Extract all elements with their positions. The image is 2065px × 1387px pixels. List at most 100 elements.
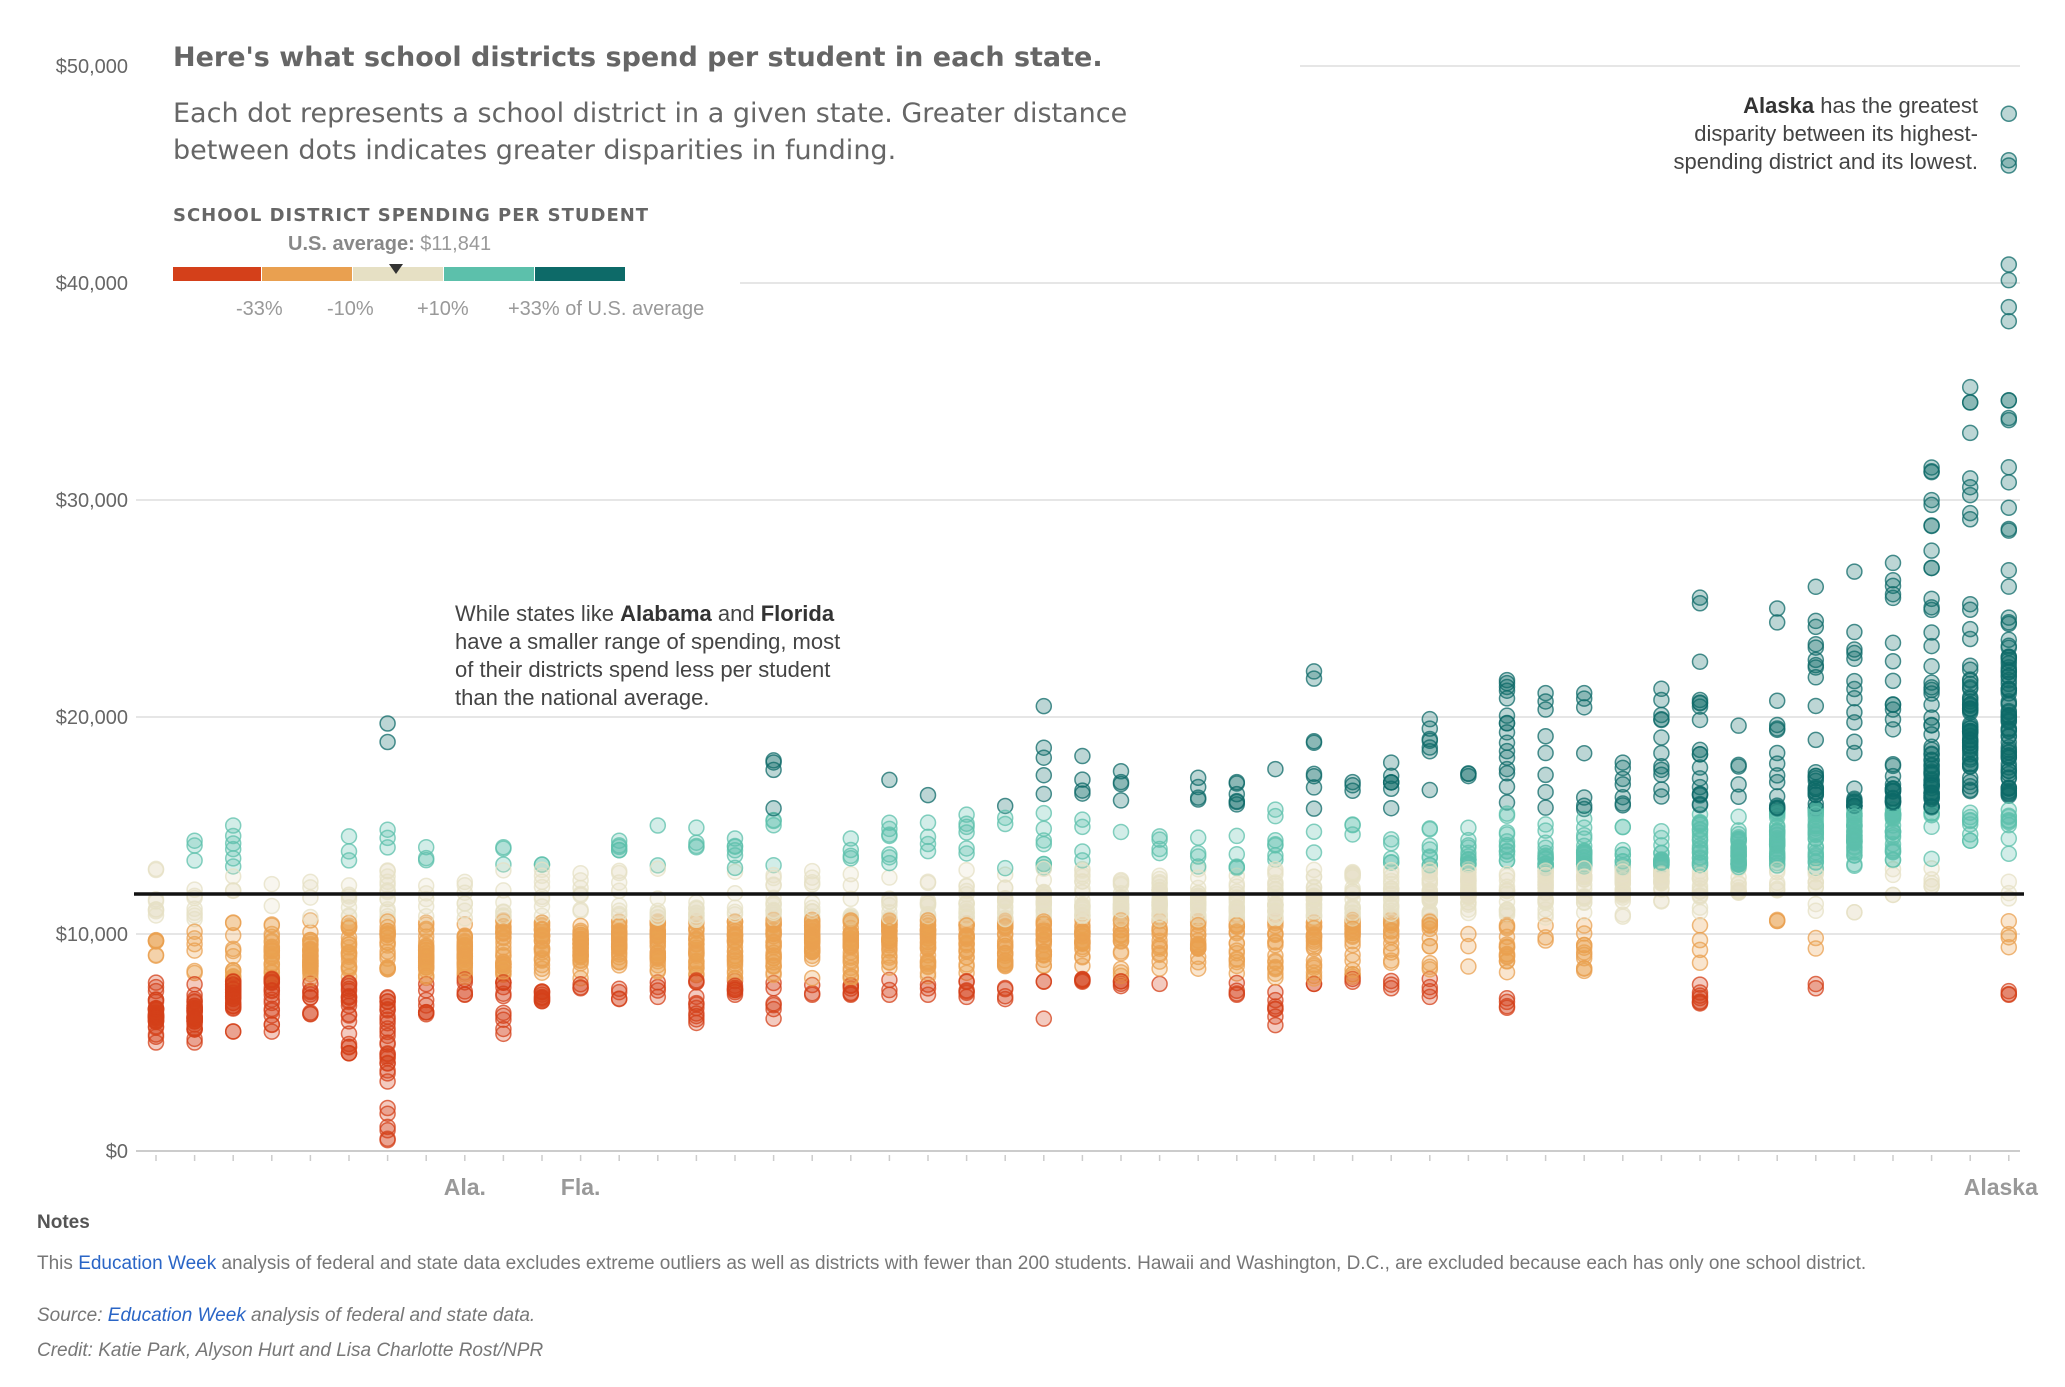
district-dot: [1112, 876, 1130, 894]
district-dot: [765, 869, 782, 887]
district-dot: [1151, 960, 1168, 977]
district-dot: [1189, 869, 1207, 886]
district-dot: [495, 856, 512, 873]
district-dot: [1846, 855, 1863, 873]
district-dot: [340, 1013, 358, 1030]
district-dot: [803, 969, 821, 987]
district-dot: [417, 939, 435, 957]
district-dot: [958, 840, 975, 857]
district-dot: [1923, 496, 1940, 514]
district-dot: [1961, 826, 1979, 843]
district-dot: [1768, 600, 1786, 617]
district-dot: [958, 877, 975, 895]
alaska-annotation-text: has the greatest disparity between its h…: [1673, 93, 1979, 174]
district-dot: [1421, 917, 1439, 934]
district-dot: [1768, 857, 1786, 874]
district-dot: [2000, 830, 2018, 847]
district-dot: [147, 932, 165, 949]
district-dot: [1691, 856, 1709, 874]
district-dot: [186, 837, 203, 854]
district-dot: [649, 948, 667, 966]
district-dot: [1382, 923, 1400, 940]
district-dot: [610, 983, 628, 1001]
annotation-text-2: and: [711, 601, 761, 626]
district-dot: [263, 970, 281, 988]
district-dot: [1074, 862, 1091, 879]
district-dot: [417, 916, 435, 933]
district-dot: [533, 964, 551, 981]
district-dot: [1074, 903, 1091, 921]
district-dot: [1691, 746, 1709, 763]
district-dot: [649, 909, 667, 926]
district-dot: [1498, 872, 1516, 889]
district-dot: [958, 928, 975, 945]
district-dot: [1691, 653, 1709, 670]
district-dot: [224, 914, 242, 931]
district-dot: [572, 951, 589, 969]
district-dot: [1807, 786, 1825, 804]
district-dot: [495, 923, 512, 940]
legend-title: SCHOOL DISTRICT SPENDING PER STUDENT: [173, 205, 650, 226]
district-dot: [1537, 693, 1554, 710]
education-week-link[interactable]: Education Week: [78, 1253, 217, 1274]
district-dot: [417, 955, 435, 972]
district-dot: [417, 991, 435, 1009]
district-dot: [147, 1012, 165, 1029]
district-dot: [610, 841, 628, 859]
district-dot: [495, 1025, 512, 1043]
district-dot: [263, 945, 281, 963]
district-dot: [1846, 563, 1863, 580]
district-dot: [881, 893, 898, 910]
district-dot: [726, 957, 744, 975]
district-dot: [688, 999, 705, 1017]
district-dot: [1035, 973, 1053, 990]
district-dot: [1074, 818, 1091, 836]
district-dot: [186, 962, 203, 980]
district-dot: [1189, 936, 1207, 954]
district-dot: [1691, 989, 1709, 1007]
district-dot: [1228, 934, 1246, 952]
district-dot: [1884, 835, 1902, 853]
district-dot: [881, 981, 898, 999]
district-dot: [186, 990, 203, 1008]
alaska-annotation-bold: Alaska: [1743, 93, 1815, 118]
district-dot: [1267, 760, 1284, 778]
district-dot: [379, 918, 396, 936]
district-dot: [1035, 871, 1053, 889]
district-dot: [1189, 848, 1207, 865]
district-dot: [881, 849, 898, 866]
district-dot: [842, 847, 860, 865]
district-dot: [1884, 634, 1902, 652]
notes-title: Notes: [37, 1212, 90, 1233]
district-dot: [765, 1000, 782, 1018]
district-dot: [1228, 858, 1246, 875]
district-dot: [1151, 946, 1168, 964]
district-dot: [842, 912, 860, 929]
district-dot: [302, 986, 319, 1003]
district-dot: [340, 877, 358, 894]
x-state-label: Ala.: [444, 1174, 486, 1200]
source-education-week-link[interactable]: Education Week: [107, 1305, 246, 1326]
district-dot: [340, 939, 358, 956]
district-dot: [1884, 554, 1902, 572]
district-dot: [533, 941, 551, 958]
district-dot: [1923, 784, 1940, 802]
alabama-florida-annotation: While states like Alabama and Florida ha…: [455, 600, 855, 712]
district-dot: [1961, 700, 1979, 718]
legend-swatch-above-10: [443, 267, 534, 281]
district-dot: [2000, 522, 2018, 539]
district-dot: [765, 876, 782, 893]
district-dot: [1807, 651, 1825, 669]
district-dot: [1923, 658, 1940, 675]
district-dot: [1035, 860, 1053, 877]
district-dot: [688, 839, 705, 856]
district-dot: [1653, 711, 1670, 728]
district-dot: [1112, 901, 1130, 919]
district-dot: [1961, 720, 1979, 737]
district-dot: [1807, 817, 1825, 835]
district-dot: [417, 1004, 435, 1021]
district-dot: [1537, 783, 1554, 801]
district-dot: [1614, 906, 1632, 923]
district-dot: [533, 907, 551, 925]
district-dot: [1691, 954, 1709, 972]
